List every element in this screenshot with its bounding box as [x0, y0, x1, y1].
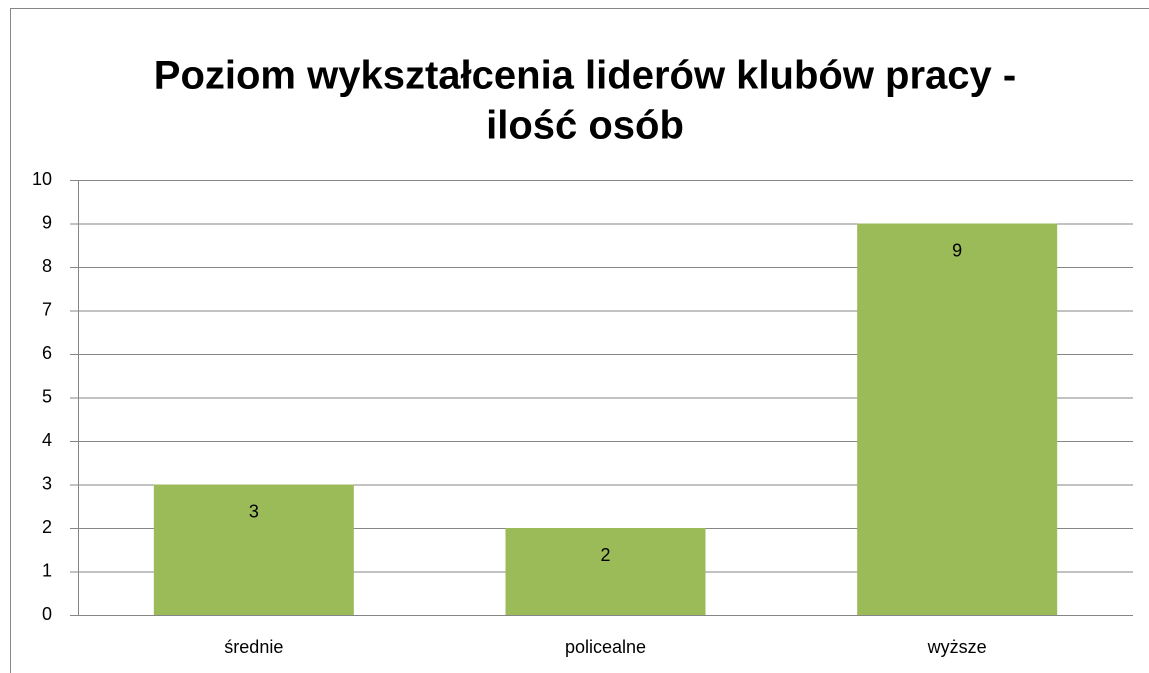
bar — [857, 223, 1058, 615]
chart-title: ilość osób — [486, 104, 684, 148]
bar — [505, 528, 706, 615]
bar — [153, 484, 354, 615]
y-tick-label: 2 — [42, 517, 52, 537]
y-tick-label: 7 — [42, 299, 52, 319]
y-tick-label: 8 — [42, 256, 52, 276]
y-tick-label: 9 — [42, 212, 52, 232]
x-tick-label: średnie — [224, 637, 283, 657]
data-label: 2 — [600, 545, 610, 565]
y-tick-label: 10 — [32, 169, 52, 189]
y-tick-label: 5 — [42, 386, 52, 406]
y-tick-label: 3 — [42, 473, 52, 493]
x-tick-label: policealne — [565, 637, 646, 657]
data-label: 9 — [952, 240, 962, 260]
y-tick-label: 6 — [42, 343, 52, 363]
chart-title: Poziom wykształcenia liderów klubów prac… — [154, 54, 1016, 98]
x-tick-label: wyższe — [927, 637, 987, 657]
data-label: 3 — [249, 501, 259, 521]
y-tick-label: 4 — [42, 430, 52, 450]
y-tick-label: 1 — [42, 560, 52, 580]
y-tick-label: 0 — [42, 604, 52, 624]
